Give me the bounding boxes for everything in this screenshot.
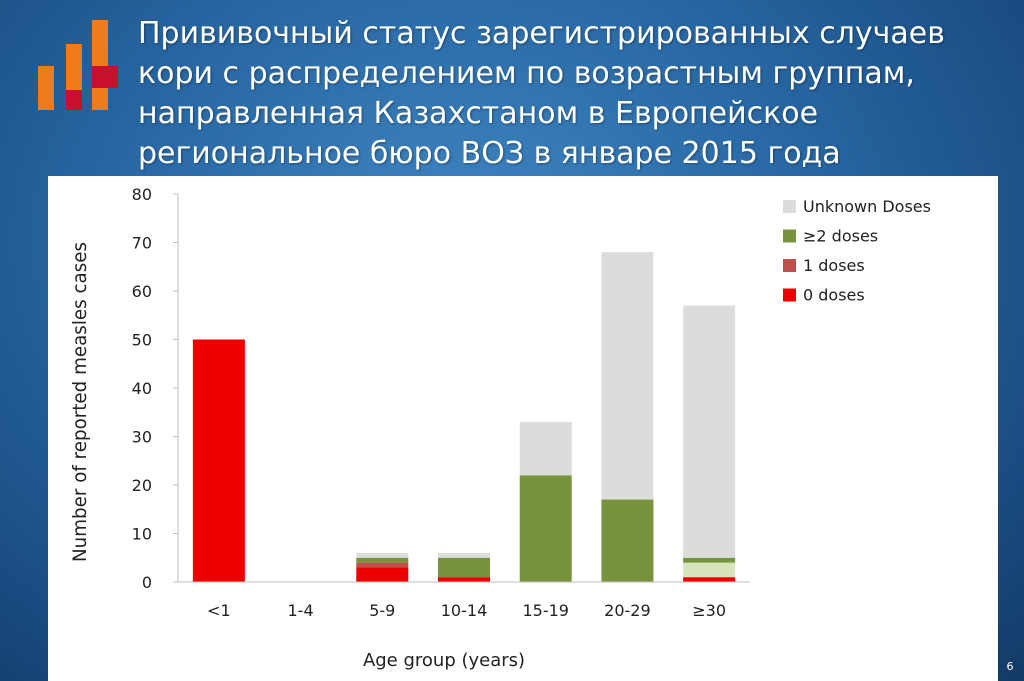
- y-tick-label: 70: [132, 234, 152, 253]
- legend-swatch: [783, 288, 796, 302]
- legend-label: ≥2 doses: [803, 227, 878, 246]
- bar-segment: [683, 557, 736, 563]
- slide-title: Прививочный статус зарегистрированных сл…: [138, 16, 945, 171]
- x-tick-label: <1: [207, 601, 231, 620]
- bar-segment: [438, 552, 490, 558]
- x-tick-label: 1-4: [288, 601, 314, 620]
- y-tick-label: 80: [132, 185, 152, 204]
- legend-label: 0 doses: [803, 286, 865, 305]
- logo-bar-1: [38, 66, 54, 110]
- legend-swatch: [783, 200, 796, 213]
- x-tick-label: 15-19: [522, 601, 569, 620]
- legend-label: 1 doses: [803, 256, 865, 275]
- y-tick-label: 20: [132, 476, 152, 495]
- stacked-bar-chart: 0 10 20 30 40 50 60 70 80 <1 1-4 5-9 10-14 15-19 20-29…: [69, 185, 931, 671]
- y-tick-label: 50: [132, 331, 152, 350]
- page-number: 6: [1006, 660, 1014, 673]
- x-tick-label: 5-9: [369, 601, 395, 620]
- bar-segment: [601, 252, 654, 500]
- chart-panel: 0 10 20 30 40 50 60 70 80 <1 1-4 5-9 10-14 15-19 20-29…: [48, 176, 998, 681]
- logo-icon: [38, 20, 118, 110]
- bar-segment: [683, 305, 736, 558]
- legend-swatch: [783, 259, 796, 272]
- logo-bar-3-accent: [92, 66, 118, 88]
- y-tick-label: 60: [132, 282, 152, 301]
- bar-segment: [356, 552, 409, 558]
- y-tick-label: 10: [132, 525, 152, 544]
- logo-bar-2-accent: [66, 90, 82, 110]
- legend-swatch: [783, 229, 796, 243]
- legend-label: Unknown Doses: [803, 197, 931, 216]
- x-axis-label: Age group (years): [363, 650, 525, 671]
- bar-segment: [356, 562, 409, 568]
- bar-segment: [192, 339, 245, 582]
- bar-segment: [438, 557, 490, 578]
- bar-segment: [683, 577, 736, 582]
- bar-segment: [356, 567, 409, 582]
- bar-segment: [519, 421, 572, 476]
- y-tick-label: 0: [142, 573, 152, 592]
- bar-segment: [683, 562, 736, 578]
- y-tick-label: 30: [132, 428, 152, 447]
- x-tick-label: 20-29: [604, 601, 651, 620]
- bar-segment: [601, 499, 654, 582]
- y-tick-label: 40: [132, 379, 152, 398]
- y-axis-label: Number of reported measles cases: [69, 242, 91, 562]
- x-tick-label: ≥30: [692, 601, 726, 620]
- bar-segment: [356, 557, 409, 563]
- x-tick-label: 10-14: [441, 601, 488, 620]
- bar-segment: [438, 577, 490, 582]
- logo-bar-3: [92, 20, 108, 110]
- bar-segment: [519, 475, 572, 582]
